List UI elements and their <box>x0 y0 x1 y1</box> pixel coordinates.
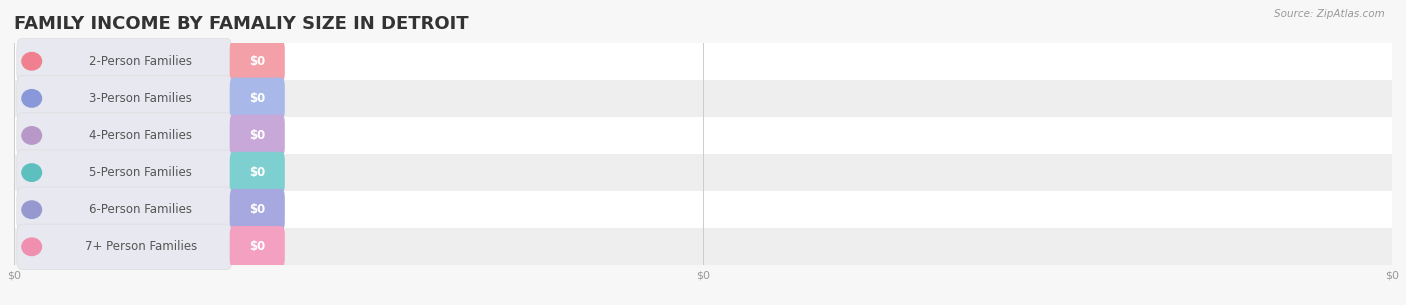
Bar <box>14 154 1392 191</box>
Ellipse shape <box>22 201 42 218</box>
FancyBboxPatch shape <box>229 41 285 82</box>
Text: $0: $0 <box>249 203 266 216</box>
FancyBboxPatch shape <box>229 189 285 231</box>
Bar <box>14 80 1392 117</box>
Ellipse shape <box>22 164 42 181</box>
Bar <box>14 191 1392 228</box>
FancyBboxPatch shape <box>17 76 232 121</box>
FancyBboxPatch shape <box>17 187 232 232</box>
FancyBboxPatch shape <box>229 77 285 119</box>
Text: $0: $0 <box>249 129 266 142</box>
Text: FAMILY INCOME BY FAMALIY SIZE IN DETROIT: FAMILY INCOME BY FAMALIY SIZE IN DETROIT <box>14 15 468 33</box>
Text: 2-Person Families: 2-Person Families <box>90 55 193 68</box>
Text: Source: ZipAtlas.com: Source: ZipAtlas.com <box>1274 9 1385 19</box>
Text: 5-Person Families: 5-Person Families <box>90 166 193 179</box>
Text: 7+ Person Families: 7+ Person Families <box>84 240 197 253</box>
Bar <box>14 228 1392 265</box>
Ellipse shape <box>22 90 42 107</box>
FancyBboxPatch shape <box>229 152 285 193</box>
Text: $0: $0 <box>249 92 266 105</box>
Text: 6-Person Families: 6-Person Families <box>90 203 193 216</box>
FancyBboxPatch shape <box>17 113 232 158</box>
Ellipse shape <box>22 238 42 256</box>
FancyBboxPatch shape <box>17 39 232 84</box>
Bar <box>14 43 1392 80</box>
Text: 4-Person Families: 4-Person Families <box>90 129 193 142</box>
FancyBboxPatch shape <box>17 224 232 269</box>
Text: $0: $0 <box>249 240 266 253</box>
Text: $0: $0 <box>249 166 266 179</box>
Ellipse shape <box>22 52 42 70</box>
Ellipse shape <box>22 127 42 144</box>
Text: $0: $0 <box>249 55 266 68</box>
Text: 3-Person Families: 3-Person Families <box>90 92 193 105</box>
Bar <box>14 117 1392 154</box>
FancyBboxPatch shape <box>17 150 232 195</box>
FancyBboxPatch shape <box>229 226 285 267</box>
FancyBboxPatch shape <box>229 115 285 156</box>
